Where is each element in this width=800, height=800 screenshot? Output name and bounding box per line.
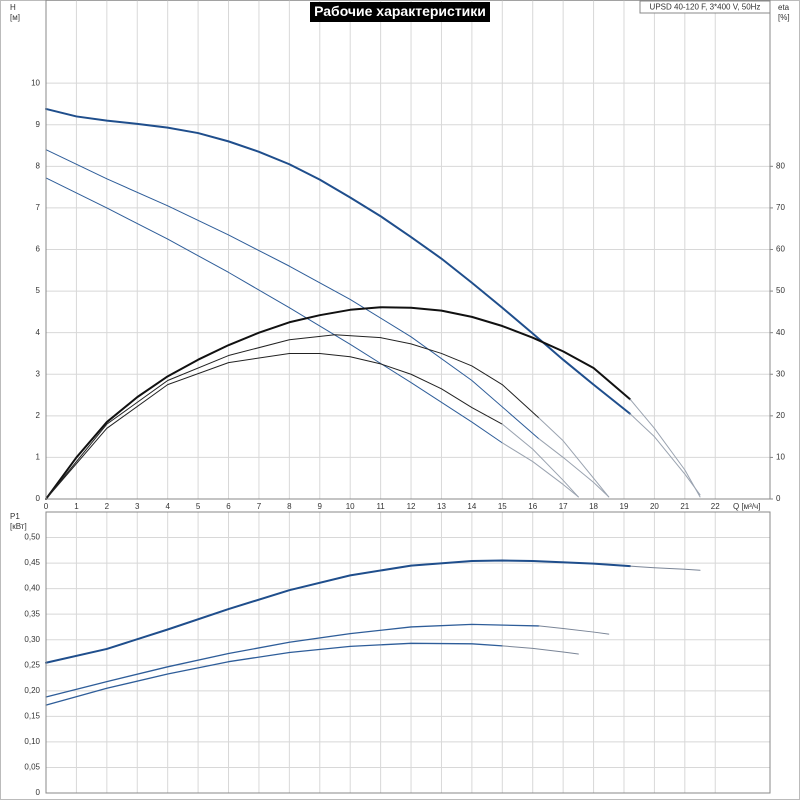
- x-tick-label: 6: [226, 502, 231, 511]
- curve: [45, 334, 540, 500]
- curve: [629, 413, 701, 496]
- model-box: [639, 0, 771, 14]
- bottom-plot-frame: [45, 511, 771, 794]
- x-tick-label: 9: [318, 502, 323, 511]
- y-tick-label: 2: [36, 411, 41, 420]
- y-tick-label: 3: [36, 369, 41, 378]
- y2-tick-label: 10: [776, 453, 785, 462]
- x-tick-label: 5: [196, 502, 201, 511]
- curve: [501, 645, 579, 655]
- y-axis-label: P1: [10, 512, 20, 521]
- y2-axis-unit: [%]: [778, 13, 790, 22]
- x-tick-label: 16: [528, 502, 537, 511]
- curve: [45, 149, 540, 440]
- curve: [45, 177, 503, 444]
- y-tick-label: 0,20: [24, 686, 40, 695]
- curve: [45, 623, 540, 698]
- y-tick-label: 0,45: [24, 558, 40, 567]
- x-tick-label: 4: [165, 502, 170, 511]
- x-tick-label: 3: [135, 502, 140, 511]
- curve: [45, 107, 632, 415]
- x-tick-label: 21: [680, 502, 689, 511]
- title-box: [310, 2, 490, 22]
- curve: [501, 442, 579, 498]
- x-tick-label: 1: [74, 502, 79, 511]
- y-tick-label: 0,40: [24, 584, 40, 593]
- x-tick-label: 10: [346, 502, 355, 511]
- y-tick-label: 10: [31, 78, 40, 87]
- y-tick-label: 0,10: [24, 737, 40, 746]
- x-tick-label: 20: [650, 502, 659, 511]
- y2-tick-label: 50: [776, 286, 785, 295]
- y2-tick-label: 40: [776, 328, 785, 337]
- y-tick-label: 8: [36, 161, 41, 170]
- x-tick-label: 11: [376, 502, 385, 511]
- y2-axis-label: eta: [778, 3, 790, 12]
- y2-tick-label: 0: [776, 494, 781, 503]
- y-tick-label: 0: [36, 788, 41, 797]
- y-tick-label: 5: [36, 286, 41, 295]
- y2-tick-label: 30: [776, 369, 785, 378]
- curve: [45, 352, 503, 500]
- y-tick-label: 4: [36, 328, 41, 337]
- y-tick-label: 7: [36, 203, 41, 212]
- line-layer: [45, 107, 701, 706]
- x-tick-label: 7: [257, 502, 262, 511]
- curve: [501, 423, 579, 498]
- x-tick-label: 22: [711, 502, 720, 511]
- y-tick-label: 9: [36, 120, 41, 129]
- x-tick-label: 14: [467, 502, 476, 511]
- y-tick-label: 0,05: [24, 763, 40, 772]
- x-axis-label: Q [м³/ч]: [733, 502, 760, 511]
- y2-tick-label: 70: [776, 203, 785, 212]
- chart-title: Рабочие характеристики: [314, 3, 486, 19]
- y-tick-label: 0,35: [24, 609, 40, 618]
- x-tick-label: 8: [287, 502, 292, 511]
- y2-tick-label: 20: [776, 411, 785, 420]
- x-tick-label: 2: [105, 502, 110, 511]
- y-tick-label: 6: [36, 245, 41, 254]
- y2-tick-label: 80: [776, 161, 785, 170]
- curve: [629, 565, 701, 571]
- curve: [538, 417, 610, 498]
- y-tick-label: 0: [36, 494, 41, 503]
- y-tick-label: 0,50: [24, 533, 40, 542]
- x-tick-label: 15: [498, 502, 507, 511]
- x-tick-label: 18: [589, 502, 598, 511]
- y-tick-label: 0,30: [24, 635, 40, 644]
- y-axis-unit: [кВт]: [10, 522, 27, 531]
- y2-tick-label: 60: [776, 245, 785, 254]
- y-tick-label: 1: [36, 453, 41, 462]
- curve: [45, 306, 632, 500]
- curve: [45, 559, 632, 664]
- curve: [629, 398, 701, 498]
- x-tick-label: 13: [437, 502, 446, 511]
- y-tick-label: 0,25: [24, 660, 40, 669]
- y-tick-label: 0,15: [24, 711, 40, 720]
- x-tick-label: 12: [407, 502, 416, 511]
- curve: [45, 642, 503, 706]
- y-axis-unit: [м]: [10, 13, 20, 22]
- model-label: UPSD 40-120 F, 3*400 V, 50Hz: [650, 3, 761, 12]
- x-tick-label: 0: [44, 502, 49, 511]
- y-axis-label: H: [10, 3, 16, 12]
- x-tick-label: 17: [559, 502, 568, 511]
- curve: [538, 625, 610, 635]
- curve: [538, 438, 610, 498]
- x-tick-label: 19: [620, 502, 629, 511]
